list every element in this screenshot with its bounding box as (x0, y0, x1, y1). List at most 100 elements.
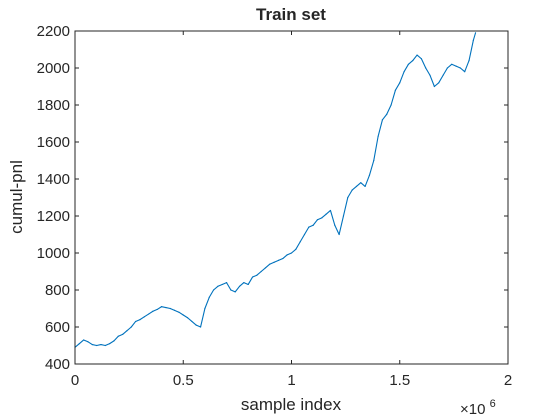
data-point (381, 119, 384, 121)
data-point (87, 341, 89, 343)
data-point (420, 58, 422, 60)
data-point (221, 283, 223, 286)
data-point (247, 283, 249, 286)
y-axis-label: cumul-pnl (7, 160, 26, 234)
data-point (399, 82, 401, 84)
data-point (277, 259, 280, 261)
y-tick-label: 800 (45, 282, 70, 299)
data-point (290, 252, 293, 254)
data-point (269, 263, 271, 265)
data-point (429, 74, 431, 76)
cumul-pnl-series-line (74, 32, 477, 348)
data-point (161, 306, 163, 308)
data-point (373, 159, 375, 162)
data-point (455, 65, 457, 67)
data-point (78, 343, 80, 345)
data-point (100, 343, 102, 346)
data-point (308, 226, 310, 228)
data-point (195, 324, 197, 326)
data-point (334, 224, 336, 226)
data-point (464, 71, 466, 73)
data-point (191, 320, 193, 323)
data-point (282, 257, 284, 260)
x-axis-exponent-power: 6 (490, 398, 496, 410)
plot-area-background (75, 31, 508, 364)
data-point (130, 326, 132, 328)
data-point (351, 189, 353, 191)
data-point (126, 330, 128, 332)
data-point (186, 317, 189, 319)
y-tick-label: 400 (45, 356, 70, 373)
data-point (425, 67, 427, 69)
y-tick-label: 2200 (37, 23, 70, 40)
data-point (169, 307, 171, 310)
data-point (468, 60, 470, 62)
x-axis-exponent: ×10 6 (460, 398, 496, 418)
data-point (433, 85, 435, 88)
data-point (113, 340, 115, 342)
data-point (325, 213, 327, 215)
y-tick-label: 2000 (37, 60, 70, 77)
x-axis-exponent-base: ×10 (460, 401, 485, 418)
data-point (316, 219, 319, 221)
chart-title: Train set (256, 5, 326, 24)
data-point (312, 224, 314, 226)
data-point (234, 291, 236, 293)
y-tick-label: 1200 (37, 208, 70, 225)
data-point (299, 241, 301, 243)
data-point (412, 60, 414, 62)
data-point (286, 254, 288, 256)
data-point (472, 39, 474, 41)
data-point (347, 196, 349, 199)
data-point (451, 63, 453, 65)
data-point (251, 276, 254, 278)
x-tick-label: 0 (71, 372, 79, 389)
data-point (416, 54, 418, 56)
y-axis-ticks: 400 600 800 1000 1200 1400 1600 1800 2000 2200 (37, 23, 508, 373)
data-point (438, 82, 440, 84)
x-tick-label: 0.5 (173, 372, 194, 389)
x-tick-label: 1.5 (389, 372, 410, 389)
data-point (442, 74, 444, 76)
data-point (390, 104, 392, 106)
data-point (109, 343, 111, 345)
data-point (459, 67, 461, 69)
data-point (83, 339, 85, 341)
data-point (394, 89, 397, 91)
y-tick-label: 1600 (37, 134, 70, 151)
data-point (474, 32, 477, 34)
data-point (377, 135, 379, 138)
data-point (243, 282, 245, 284)
y-tick-label: 1400 (37, 171, 70, 188)
data-point (273, 261, 275, 263)
data-point (295, 248, 297, 250)
data-point (135, 320, 137, 323)
plot-area-frame (74, 30, 509, 365)
data-point (225, 282, 228, 284)
data-point (364, 185, 366, 187)
data-point (360, 182, 362, 184)
data-point (403, 71, 405, 73)
data-point (173, 309, 176, 311)
data-point (260, 270, 262, 273)
x-tick-label: 1 (287, 372, 295, 389)
data-point (212, 289, 215, 291)
data-point (256, 274, 258, 276)
data-point (208, 296, 210, 298)
x-axis-ticks: 0 0.5 1 1.5 2 (71, 31, 512, 389)
data-point (152, 310, 154, 312)
data-point (446, 67, 448, 69)
data-point (230, 289, 232, 291)
data-point (199, 326, 202, 328)
data-point (386, 113, 388, 115)
data-point (217, 285, 219, 287)
data-point (148, 313, 150, 315)
data-point (91, 343, 93, 346)
data-point (139, 319, 141, 321)
data-point (303, 233, 306, 236)
data-point (355, 185, 358, 187)
data-point (321, 217, 323, 219)
data-point (156, 308, 158, 311)
plot-content (74, 32, 477, 348)
data-point (104, 344, 106, 347)
